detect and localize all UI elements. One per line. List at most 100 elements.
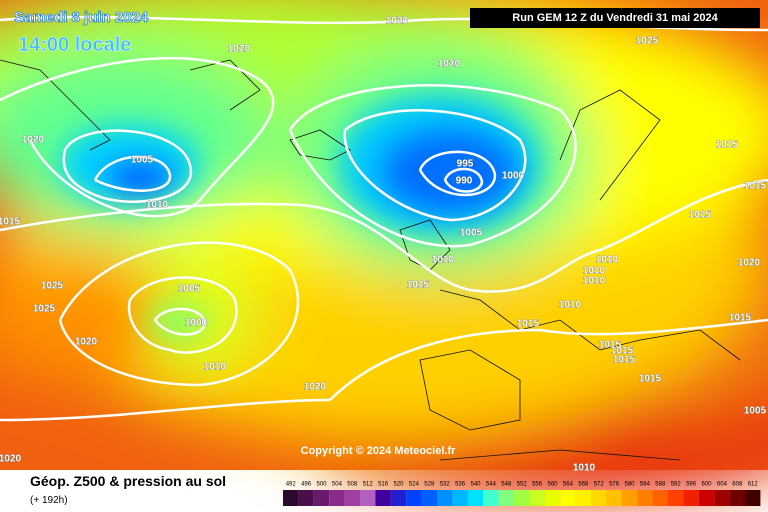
isobar-label: 1015: [716, 140, 739, 151]
isobar-label: 995: [457, 159, 474, 170]
scale-swatch: [390, 490, 407, 506]
scale-swatch: [668, 490, 684, 506]
scale-swatch: [483, 490, 499, 506]
scale-swatch: [591, 490, 607, 506]
scale-label: 584: [640, 482, 651, 488]
isobar-label: 1010: [596, 255, 619, 266]
scale-swatch: [406, 490, 422, 506]
valid-time: 14:00 locale: [18, 34, 131, 56]
scale-label: 536: [455, 482, 466, 488]
isobar-label: 1015: [689, 210, 712, 221]
isobar-label: 1025: [41, 281, 64, 292]
isobar-label: 1010: [573, 463, 596, 474]
scale-swatch: [621, 490, 638, 506]
scale-swatch: [560, 490, 576, 506]
scale-label: 504: [332, 482, 343, 488]
scale-label: 604: [717, 482, 728, 488]
scale-swatch: [637, 490, 653, 506]
geopotential-field: [0, 0, 768, 500]
scale-swatch: [698, 490, 715, 506]
scale-label: 580: [624, 482, 635, 488]
color-scale: 492 496 500 504 508 512 516 520 524 528 532 536 540 5…: [283, 482, 761, 506]
isobar-label: 1010: [559, 300, 582, 311]
isobar-label: 1020: [22, 135, 45, 146]
isobar-label: 1020: [438, 59, 461, 70]
isobar-label: 1015: [639, 374, 662, 385]
scale-label: 572: [594, 482, 605, 488]
isobar-label: 1020: [386, 16, 409, 27]
scale-label: 512: [363, 482, 374, 488]
isobar-label: 1015: [611, 346, 634, 357]
isobar-label: 1010: [204, 362, 227, 373]
scale-swatch: [283, 490, 299, 506]
isobar-label: 1015: [407, 280, 430, 291]
footer-title: Géop. Z500 & pression au sol: [30, 473, 226, 489]
scale-label: 528: [424, 482, 435, 488]
scale-swatch: [714, 490, 730, 506]
isobar-label: 1000: [502, 171, 525, 182]
scale-swatch: [606, 490, 622, 506]
forecast-lead: (+ 192h): [30, 495, 68, 506]
isobar-label: 1020: [0, 454, 22, 465]
scale-label: 500: [316, 482, 327, 488]
scale-label: 552: [517, 482, 528, 488]
scale-label: 544: [486, 482, 497, 488]
scale-label: 560: [547, 482, 558, 488]
isobars: [0, 15, 768, 422]
scale-label: 508: [347, 482, 358, 488]
scale-label: 548: [501, 482, 512, 488]
scale-label: 532: [440, 482, 451, 488]
isobar-label: 1015: [599, 340, 622, 351]
run-box: [470, 8, 760, 28]
valid-date: Samedi 8 juin 2024: [14, 9, 149, 26]
scale-label: 608: [732, 482, 743, 488]
scale-swatch: [329, 490, 345, 506]
isobar-label: 1010: [432, 255, 455, 266]
scale-swatch: [344, 490, 360, 506]
isobar-label: 1005: [131, 155, 154, 166]
isobar-label: 1025: [636, 36, 659, 47]
isobar-label: 1015: [744, 181, 767, 192]
scale-swatch: [529, 490, 545, 506]
scale-label: 492: [286, 482, 297, 488]
isobar-label: 1005: [460, 228, 483, 239]
scale-swatch: [437, 490, 453, 506]
scale-label: 496: [301, 482, 312, 488]
isobar-label: 1020: [304, 382, 327, 393]
scale-swatch: [498, 490, 514, 506]
isobar-label: 1005: [178, 284, 201, 295]
isobar-label: 990: [456, 176, 473, 187]
isobar-label: 1005: [744, 406, 767, 417]
scale-swatch: [452, 490, 468, 506]
scale-label: 588: [655, 482, 666, 488]
scale-swatch: [745, 490, 761, 506]
isobar-label: 1015: [613, 355, 636, 366]
scale-swatch: [729, 490, 745, 506]
isobar-label: 1015: [517, 319, 540, 330]
isobar-label: 1015: [729, 313, 752, 324]
scale-swatch: [313, 490, 330, 506]
isobar-label: 1000: [185, 318, 208, 329]
isobar-label: 1010: [146, 200, 169, 211]
scale-label: 592: [671, 482, 682, 488]
scale-swatch: [683, 490, 699, 506]
scale-label: 568: [578, 482, 589, 488]
scale-label: 596: [686, 482, 697, 488]
scale-swatch: [467, 490, 484, 506]
scale-swatch: [298, 490, 314, 506]
isobar-label: 1010: [583, 276, 606, 287]
scale-swatch: [544, 490, 561, 506]
run-info: Run GEM 12 Z du Vendredi 31 mai 2024: [512, 12, 718, 24]
isobar-label: 1020: [75, 337, 98, 348]
scale-label: 516: [378, 482, 389, 488]
isobar-label: 1020: [228, 44, 251, 55]
scale-label: 520: [393, 482, 404, 488]
scale-label: 576: [609, 482, 620, 488]
scale-label: 524: [409, 482, 420, 488]
scale-label: 612: [748, 482, 759, 488]
scale-swatch: [575, 490, 591, 506]
scale-swatch: [421, 490, 437, 506]
scale-swatch: [514, 490, 530, 506]
copyright: Copyright © 2024 Meteociel.fr: [301, 445, 457, 457]
